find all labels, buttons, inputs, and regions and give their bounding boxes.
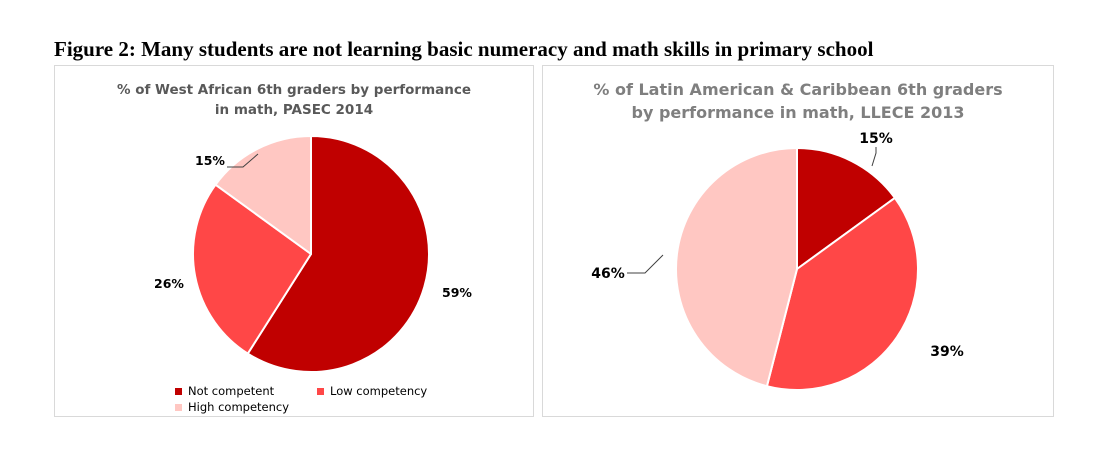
chart-title-latin-america: % of Latin American & Caribbean 6th grad…	[543, 78, 1053, 124]
leader-line-not-competent	[871, 147, 877, 167]
data-label-not-competent: 15%	[859, 131, 893, 147]
chart-panel-latin-america: % of Latin American & Caribbean 6th grad…	[542, 65, 1054, 417]
legend-item-not-competent: Not competent	[175, 384, 274, 398]
legend-swatch-not-competent	[175, 387, 182, 395]
data-label-not-competent: 59%	[442, 285, 472, 300]
leader-line-high-competency	[627, 254, 664, 274]
legend-label: Not competent	[188, 384, 275, 398]
pie-chart-latin-america: 15% 39% 46%	[591, 131, 964, 391]
data-label-high-competency: 15%	[195, 153, 225, 168]
chart-title-text: % of West African 6th graders by perform…	[116, 82, 472, 118]
legend-label: Low competency	[330, 384, 428, 398]
pie-slice-high-competency	[214, 135, 312, 255]
leader-line-high-competency	[227, 153, 259, 168]
pie-slices	[192, 135, 430, 373]
pie-slice-high-competency	[675, 147, 798, 388]
data-label-low-competency: 39%	[930, 344, 964, 360]
legend-swatch-high-competency	[175, 403, 182, 411]
chart-title-text: % of Latin American & Caribbean 6th grad…	[593, 80, 1003, 122]
pie-slice-not-competent	[246, 135, 430, 373]
data-label-low-competency: 26%	[154, 276, 184, 291]
data-label-high-competency: 46%	[591, 266, 625, 282]
legend-label: High competency	[188, 400, 290, 414]
pie-slice-not-competent	[796, 147, 896, 270]
pie-chart-west-africa: 59% 26% 15%	[154, 135, 472, 373]
pie-slice-low-competency	[192, 183, 312, 355]
legend-item-high-competency: High competency	[175, 400, 289, 414]
pie-slice-low-competency	[765, 196, 919, 391]
legend-swatch-low-competency	[317, 387, 324, 395]
chart-title-west-africa: % of West African 6th graders by perform…	[55, 80, 533, 120]
legend-item-low-competency: Low competency	[317, 384, 427, 398]
chart-panel-west-africa: % of West African 6th graders by perform…	[54, 65, 534, 417]
pie-slices	[675, 147, 919, 391]
figure-title: Figure 2: Many students are not learning…	[54, 37, 874, 61]
